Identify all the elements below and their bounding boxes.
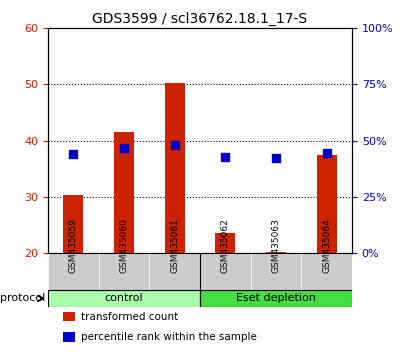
FancyBboxPatch shape (149, 253, 200, 292)
Bar (266, 252, 286, 253)
Text: GSM435061: GSM435061 (170, 218, 179, 273)
Text: GSM435063: GSM435063 (272, 218, 280, 273)
Bar (215, 233, 236, 253)
Text: percentile rank within the sample: percentile rank within the sample (82, 332, 257, 342)
Point (70, 151, 76, 157)
Title: GDS3599 / scl36762.18.1_17-S: GDS3599 / scl36762.18.1_17-S (92, 12, 308, 26)
Text: GSM435062: GSM435062 (221, 218, 230, 273)
FancyBboxPatch shape (200, 253, 251, 292)
Text: Eset depletion: Eset depletion (236, 293, 316, 303)
Text: control: control (105, 293, 143, 303)
Point (121, 145, 127, 151)
Text: GSM435060: GSM435060 (120, 218, 128, 273)
FancyBboxPatch shape (99, 253, 149, 292)
Bar (63, 195, 84, 253)
Point (172, 142, 178, 148)
Bar (63, 312, 75, 321)
Bar (316, 155, 337, 253)
Text: protocol: protocol (0, 293, 46, 303)
Bar (164, 83, 185, 253)
FancyBboxPatch shape (251, 253, 301, 292)
FancyBboxPatch shape (48, 290, 200, 307)
Bar (114, 132, 134, 253)
Bar (63, 332, 75, 342)
Text: GSM435059: GSM435059 (69, 218, 78, 273)
Text: GSM435064: GSM435064 (322, 218, 331, 273)
FancyBboxPatch shape (301, 253, 352, 292)
FancyBboxPatch shape (200, 290, 352, 307)
Point (324, 150, 330, 156)
Point (222, 154, 228, 160)
Text: transformed count: transformed count (82, 312, 179, 322)
FancyBboxPatch shape (48, 253, 99, 292)
Point (273, 156, 279, 161)
